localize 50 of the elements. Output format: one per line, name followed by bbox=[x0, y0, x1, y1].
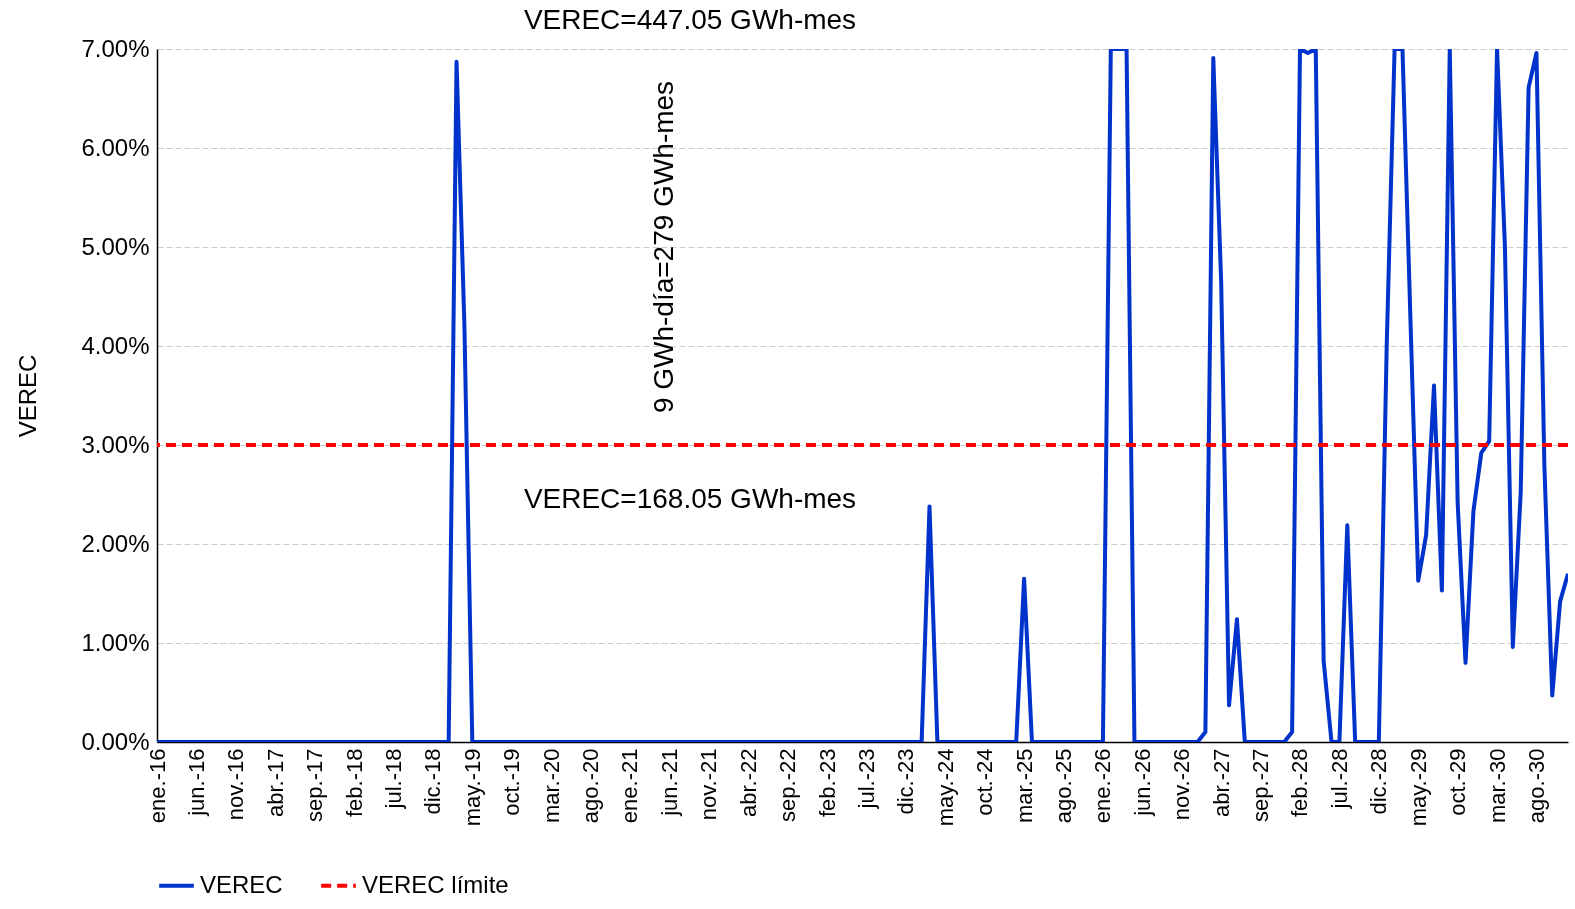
annotation: 9 GWh-día=279 GWh-mes bbox=[648, 80, 679, 414]
x-tick-label: oct.-19 bbox=[499, 748, 525, 816]
x-tick-label: ene.-21 bbox=[617, 748, 643, 824]
y-tick-label: 1.00% bbox=[81, 628, 150, 656]
x-tick-label: abr.-22 bbox=[735, 748, 761, 817]
x-tick-label: may.-24 bbox=[932, 748, 958, 827]
y-tick-label: 3.00% bbox=[81, 430, 150, 458]
y-tick-label: 0.00% bbox=[81, 727, 150, 755]
x-tick-label: may.-29 bbox=[1405, 748, 1431, 827]
y-tick-label: 2.00% bbox=[81, 529, 150, 557]
x-tick-label: jul.-18 bbox=[380, 748, 406, 810]
y-tick-label: 6.00% bbox=[81, 133, 150, 161]
text: VEREC=447.05 GWh-mes bbox=[523, 4, 857, 35]
x-tick-label: may.-19 bbox=[459, 748, 485, 827]
x-tick-label: nov.-26 bbox=[1169, 748, 1195, 821]
x-tick-label: jun.-21 bbox=[656, 748, 682, 817]
x-tick-label: sep.-17 bbox=[302, 748, 328, 822]
x-tick-label: jun.-26 bbox=[1129, 748, 1155, 817]
x-tick-label: jul.-23 bbox=[853, 748, 879, 810]
x-tick-label: sep.-22 bbox=[775, 748, 801, 822]
legend-label: VEREC bbox=[200, 870, 283, 898]
x-tick-label: ene.-26 bbox=[1090, 748, 1116, 824]
x-tick-label: oct.-29 bbox=[1445, 748, 1471, 816]
x-tick-label: feb.-23 bbox=[814, 748, 840, 817]
y-tick-label: 4.00% bbox=[81, 331, 150, 359]
x-tick-label: ago.-25 bbox=[1051, 748, 1077, 824]
x-tick-label: nov.-16 bbox=[223, 748, 249, 821]
y-axis-title: VEREC bbox=[14, 354, 42, 438]
x-tick-label: ago.-20 bbox=[578, 748, 604, 824]
legend-label: VEREC límite bbox=[362, 870, 509, 898]
x-tick-label: jul.-28 bbox=[1326, 748, 1352, 810]
x-tick-label: jun.-16 bbox=[183, 748, 209, 817]
x-tick-label: feb.-18 bbox=[341, 748, 367, 817]
x-tick-label: dic.-18 bbox=[420, 748, 446, 815]
x-tick-label: mar.-25 bbox=[1011, 748, 1037, 824]
annotation: VEREC=168.05 GWh-mes bbox=[523, 483, 857, 514]
y-tick-label: 5.00% bbox=[81, 232, 150, 260]
x-tick-label: oct.-24 bbox=[972, 748, 998, 816]
x-tick-label: dic.-23 bbox=[893, 748, 919, 815]
x-tick-label: mar.-30 bbox=[1484, 748, 1510, 824]
x-tick-label: feb.-28 bbox=[1287, 748, 1313, 817]
y-tick-label: 7.00% bbox=[81, 34, 150, 62]
x-tick-label: abr.-27 bbox=[1208, 748, 1234, 817]
x-tick-label: mar.-20 bbox=[538, 748, 564, 824]
x-tick-label: sep.-27 bbox=[1248, 748, 1274, 822]
x-tick-label: dic.-28 bbox=[1366, 748, 1392, 815]
line-series bbox=[157, 49, 1568, 742]
x-tick-label: nov.-21 bbox=[696, 748, 722, 821]
x-tick-label: abr.-17 bbox=[262, 748, 288, 817]
x-tick-label: ago.-30 bbox=[1523, 748, 1549, 824]
